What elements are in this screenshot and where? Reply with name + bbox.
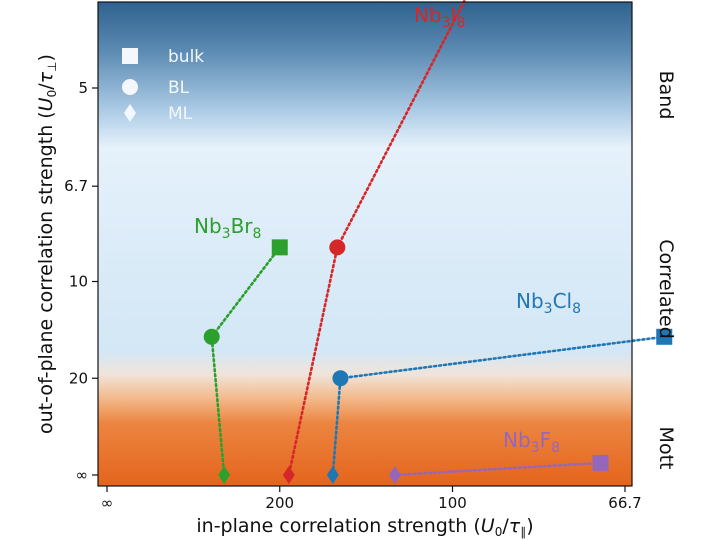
y-axis-label-quantity: U	[35, 97, 57, 111]
region-labels: Band Correlated Mott	[655, 71, 677, 470]
y-tick-label: 6.7	[64, 177, 88, 195]
x-axis-label-close: )	[526, 515, 533, 537]
plot-background	[98, 2, 632, 486]
label-subscript: 8	[551, 440, 560, 456]
label-subscript: 3	[222, 226, 231, 242]
legend-label-bl: BL	[168, 78, 190, 98]
point-nb3br8-ml	[218, 466, 231, 484]
point-nb3f8-ml	[388, 466, 401, 484]
series-label-nb3i8: Nb3I8	[414, 3, 465, 31]
x-tick-label: 66.7	[608, 494, 641, 512]
x-axis-label-slash: /	[502, 515, 509, 537]
label-element: Nb	[194, 214, 222, 238]
plot-frame	[97, 1, 633, 487]
y-axis-label-prefix: out-of-plane correlation strength (	[35, 111, 57, 434]
point-nb3br8-bulk	[271, 239, 288, 256]
legend-label-ml: ML	[168, 104, 193, 124]
label-element: I	[451, 3, 457, 27]
point-nb3f8-bulk	[592, 454, 609, 471]
label-subscript: 8	[456, 15, 465, 31]
y-tick-label: ∞	[76, 466, 89, 484]
x-axis-label-sub0: 0	[495, 525, 503, 539]
point-nb3i8-bl	[329, 239, 346, 256]
x-tick-label: 200	[265, 494, 294, 512]
label-element: Nb	[503, 428, 531, 452]
point-nb3i8-ml	[282, 466, 295, 484]
point-nb3cl8-bl	[332, 370, 349, 387]
legend-marker-square	[122, 48, 138, 64]
x-axis-label-quantity: U	[481, 515, 495, 537]
x-axis-label-subpar: ∥	[520, 525, 526, 539]
label-subscript: 8	[572, 301, 581, 317]
y-axis-label-close: )	[35, 54, 57, 61]
label-subscript: 3	[531, 440, 540, 456]
series-label-nb3f8: Nb3F8	[503, 428, 560, 456]
series-line-nb3f8	[393, 461, 602, 477]
x-tick-label: 100	[438, 494, 467, 512]
point-nb3br8-bl	[203, 328, 220, 345]
y-axis-label-slash: /	[35, 83, 57, 90]
legend-marker-circle	[122, 79, 138, 95]
point-nb3cl8-ml	[326, 466, 339, 484]
region-label-correlated: Correlated	[655, 239, 677, 339]
legend: bulk BL ML	[122, 47, 204, 124]
label-element: Br	[231, 214, 254, 238]
point-nb3cl8-bulk	[656, 328, 673, 345]
axis-ticks: ∞ 200 100 66.7 5 6.7 10 20 ∞	[64, 79, 642, 512]
label-element: Nb	[414, 3, 442, 27]
y-axis-label: out-of-plane correlation strength (U0/τ⊥…	[35, 54, 59, 434]
legend-label-bulk: bulk	[168, 47, 204, 67]
y-axis-label-sub0: 0	[45, 90, 59, 98]
y-axis-label-tau: τ	[35, 71, 57, 83]
region-label-band: Band	[655, 71, 677, 120]
x-axis-label-tau: τ	[509, 515, 521, 537]
label-subscript: 8	[253, 226, 262, 242]
x-axis-label: in-plane correlation strength (U0/τ∥)	[196, 515, 533, 539]
x-axis-label-prefix: in-plane correlation strength (	[196, 515, 480, 537]
label-subscript: 3	[442, 15, 451, 31]
y-axis-label-subperp: ⊥	[45, 61, 59, 71]
y-tick-label: 20	[69, 369, 88, 387]
y-tick-label: 5	[78, 79, 88, 97]
label-subscript: 3	[544, 301, 553, 317]
label-element: Cl	[553, 289, 573, 313]
label-element: F	[540, 428, 552, 452]
region-label-mott: Mott	[655, 427, 677, 470]
series-label-nb3br8: Nb3Br8	[194, 214, 261, 242]
y-tick-label: 10	[69, 273, 88, 291]
series-label-nb3cl8: Nb3Cl8	[516, 289, 581, 317]
chart-markers	[203, 239, 673, 484]
label-element: Nb	[516, 289, 544, 313]
x-tick-label: ∞	[101, 494, 114, 512]
legend-marker-diamond	[124, 104, 136, 122]
